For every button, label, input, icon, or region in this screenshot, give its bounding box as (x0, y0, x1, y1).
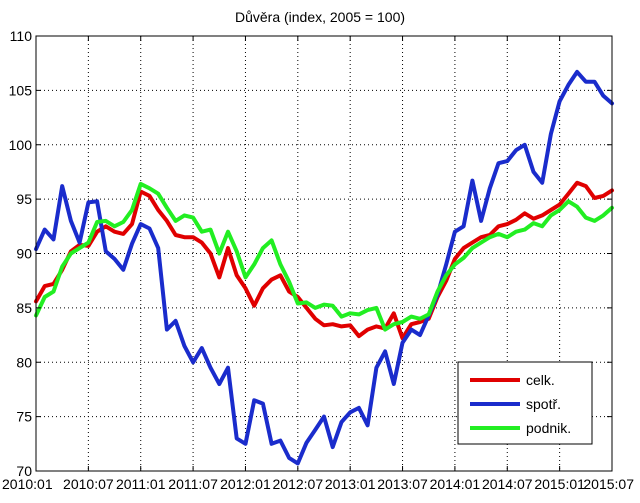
x-tick-label: 2015:01 (534, 476, 585, 492)
x-tick-label: 2012:01 (220, 476, 271, 492)
y-tick-label: 95 (16, 191, 32, 207)
legend: celk. spotř. podnik. (457, 361, 593, 445)
x-tick-label: 2011:07 (168, 476, 218, 492)
x-tick-label: 2011:01 (116, 476, 166, 492)
chart-title: Důvěra (index, 2005 = 100) (235, 9, 405, 25)
y-axis-ticks: 70 75 80 85 90 95 100 105 110 (9, 28, 612, 479)
y-tick-label: 90 (16, 246, 32, 262)
series-layer (34, 69, 614, 466)
series-line-celk (34, 180, 614, 341)
y-tick-label: 75 (16, 409, 32, 425)
y-tick-label: 100 (9, 137, 33, 153)
x-tick-label: 2014:01 (430, 476, 481, 492)
x-tick-label: 2013:07 (377, 476, 428, 492)
series-line-spot (34, 69, 614, 466)
legend-label: podnik. (526, 420, 571, 436)
x-tick-label: 2012:07 (273, 476, 324, 492)
x-axis-ticks: 2010:01 2010:07 2011:01 2011:07 2012:01 2012:… (2, 36, 634, 492)
y-tick-label: 70 (16, 463, 32, 479)
x-tick-label: 2010:07 (63, 476, 114, 492)
x-tick-label: 2010:01 (2, 476, 53, 492)
y-tick-label: 85 (16, 300, 32, 316)
x-tick-label: 2014:07 (482, 476, 533, 492)
y-tick-label: 80 (16, 354, 32, 370)
legend-label: spotř. (526, 396, 561, 412)
y-tick-label: 110 (10, 28, 33, 44)
series-line-podnik (34, 181, 614, 332)
x-tick-label: 2015:07 (583, 476, 634, 492)
x-tick-label: 2013:01 (325, 476, 376, 492)
legend-label: celk. (526, 372, 555, 388)
y-tick-label: 105 (9, 82, 33, 98)
